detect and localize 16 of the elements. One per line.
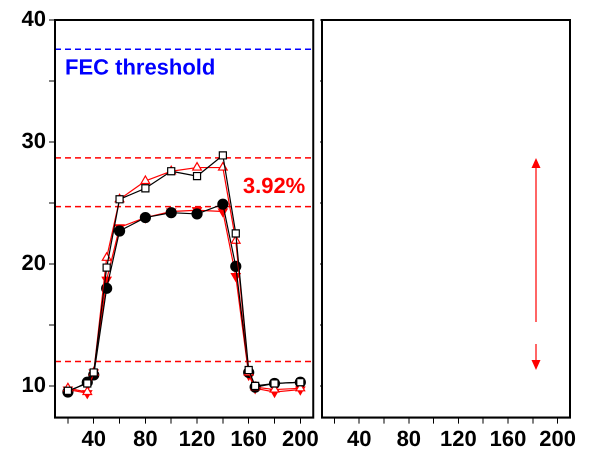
y-tick-label: 40 [22, 6, 46, 32]
x-tick-label: 120 [178, 426, 216, 451]
ref-line-label: FEC threshold [65, 54, 216, 80]
x-tick-label: 160 [230, 426, 268, 451]
x-tick-label: 40 [346, 426, 372, 451]
y-tick-label: 10 [22, 372, 46, 397]
annotation: 3.92% [242, 173, 306, 198]
x-tick-label: 80 [396, 426, 422, 451]
x-tick-label: 40 [81, 426, 106, 451]
x-tick-label: 200 [282, 426, 319, 451]
y-tick-label: 20 [22, 250, 46, 275]
x-tick-label: 200 [539, 426, 576, 451]
x-tick-label: 160 [490, 426, 526, 451]
x-tick-label: 80 [133, 426, 158, 451]
x-tick-label: 120 [440, 426, 477, 451]
y-tick-label: 30 [22, 128, 46, 154]
